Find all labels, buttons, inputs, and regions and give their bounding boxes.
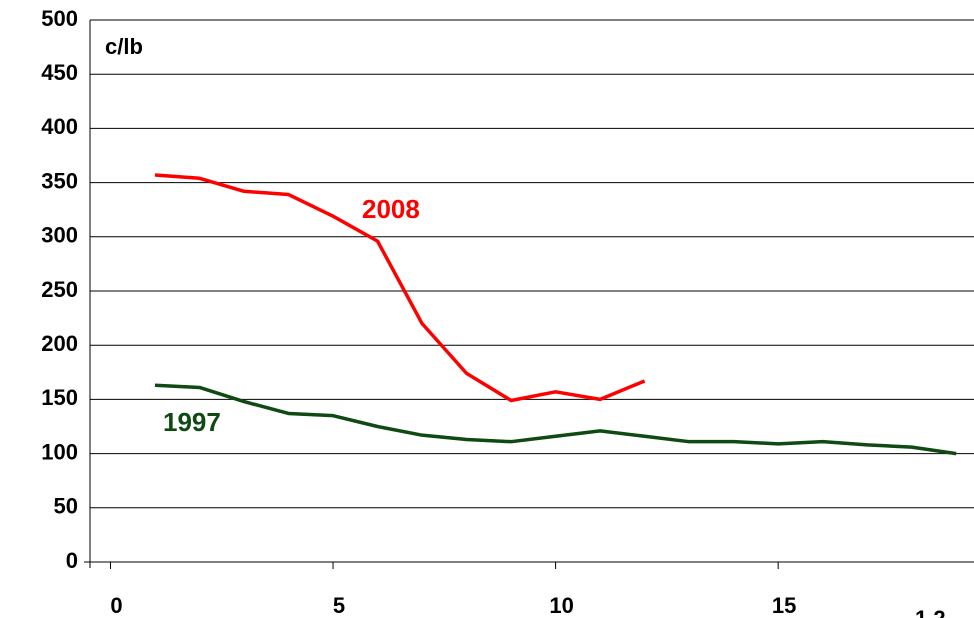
y-tick-label: 200 [41, 331, 78, 356]
x-tick-label: 5 [333, 593, 345, 618]
y-tick-label: 350 [41, 168, 78, 193]
annotation: 1.2 [915, 606, 946, 618]
series-line [154, 173, 646, 403]
y-tick-label: 50 [54, 494, 78, 519]
x-tick-label: 15 [772, 593, 796, 618]
x-tick-label: 10 [549, 593, 573, 618]
y-tick-label: 450 [41, 60, 78, 85]
y-tick-label: 500 [41, 6, 78, 31]
y-tick-label: 100 [41, 439, 78, 464]
y-tick-label: 400 [41, 114, 78, 139]
x-tick-label: 0 [110, 593, 122, 618]
y-tick-label: 250 [41, 277, 78, 302]
y-tick-label: 0 [66, 548, 78, 573]
series-label: 2008 [362, 194, 420, 224]
series-label: 1997 [163, 407, 221, 437]
y-tick-label: 150 [41, 385, 78, 410]
y-unit-label: c/lb [105, 34, 143, 59]
y-tick-label: 300 [41, 223, 78, 248]
series-line [154, 383, 957, 456]
